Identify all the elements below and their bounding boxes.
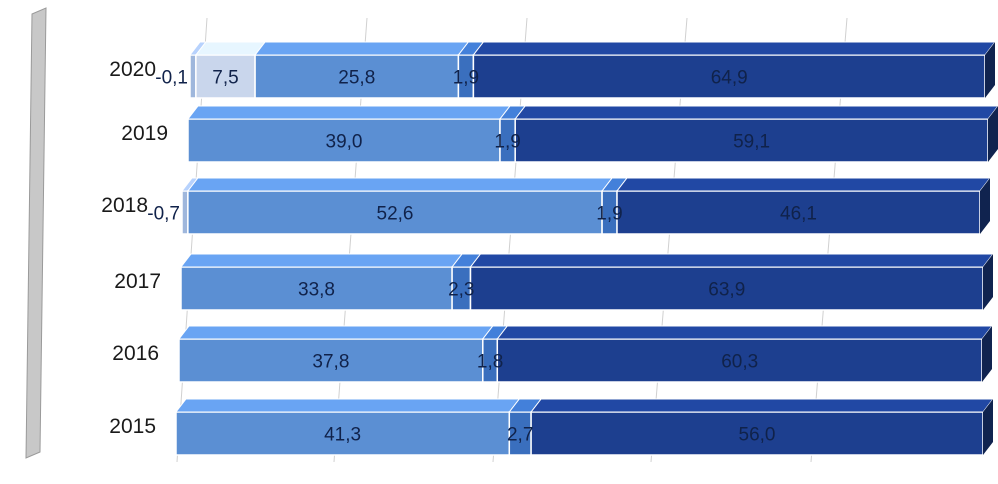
bar-segment-top [186, 105, 512, 120]
data-label: 1,8 [477, 352, 503, 373]
bar-segment-top [514, 105, 998, 120]
bar-segment-top [472, 41, 997, 56]
data-label: 1,9 [596, 204, 622, 225]
bar-segment-top [174, 398, 521, 413]
bar-segment-top [615, 177, 992, 192]
bar-segment-top [530, 398, 995, 413]
data-label: 56,0 [739, 425, 776, 446]
bar-segment [189, 54, 197, 99]
category-label: 2018 [101, 194, 148, 217]
bar-segment-top [254, 41, 470, 56]
data-label: 7,5 [212, 68, 238, 89]
data-label: 33,8 [298, 280, 335, 301]
bar-segment-top [179, 253, 464, 268]
data-label: 52,6 [377, 204, 414, 225]
category-label: 2017 [114, 270, 161, 293]
bar-end-cap [983, 254, 993, 310]
bar-segment-top [194, 41, 267, 56]
bar-segment-top [186, 177, 614, 192]
bar-segment-top [177, 325, 494, 340]
category-label: 2016 [112, 342, 159, 365]
bar-segment-top [469, 253, 995, 268]
bar-segment [178, 338, 484, 383]
category-label: 2020 [109, 58, 156, 81]
bar-end-cap [980, 178, 990, 234]
data-label: 1,9 [494, 132, 520, 153]
bar-segment [514, 118, 989, 163]
bars [174, 41, 998, 456]
bar-end-cap [983, 399, 993, 455]
bar-end-cap [985, 42, 995, 98]
bar-segment [181, 190, 189, 235]
data-label: 25,8 [338, 68, 375, 89]
data-label: 41,3 [324, 425, 361, 446]
bar-segment [254, 54, 460, 99]
labels: -0,1 7,5 25,8 1,9 64,9 2020 39,0 1,9 59,1 2019 -0,… [101, 58, 817, 446]
bar-end-cap [988, 106, 998, 162]
data-label: 59,1 [733, 132, 770, 153]
bar-segment [195, 54, 256, 99]
data-label: 39,0 [326, 132, 363, 153]
category-label: 2019 [121, 122, 168, 145]
data-label: -0,1 [155, 68, 188, 89]
bar-segment-top [496, 325, 994, 340]
data-label: 63,9 [708, 280, 745, 301]
data-label: 37,8 [312, 352, 349, 373]
data-label: 64,9 [711, 68, 748, 89]
data-label: 2,3 [448, 280, 474, 301]
data-label: 46,1 [780, 204, 817, 225]
category-label: 2015 [109, 415, 156, 438]
data-label: 60,3 [721, 352, 758, 373]
bar-end-cap [982, 326, 992, 382]
bar-segment [530, 411, 984, 456]
data-label: 2,7 [507, 425, 533, 446]
data-label: -0,7 [147, 204, 180, 225]
side-wall-panel [25, 7, 47, 459]
chart-side-wall [25, 7, 47, 459]
bar-segment [616, 190, 981, 235]
data-label: 1,9 [453, 68, 479, 89]
